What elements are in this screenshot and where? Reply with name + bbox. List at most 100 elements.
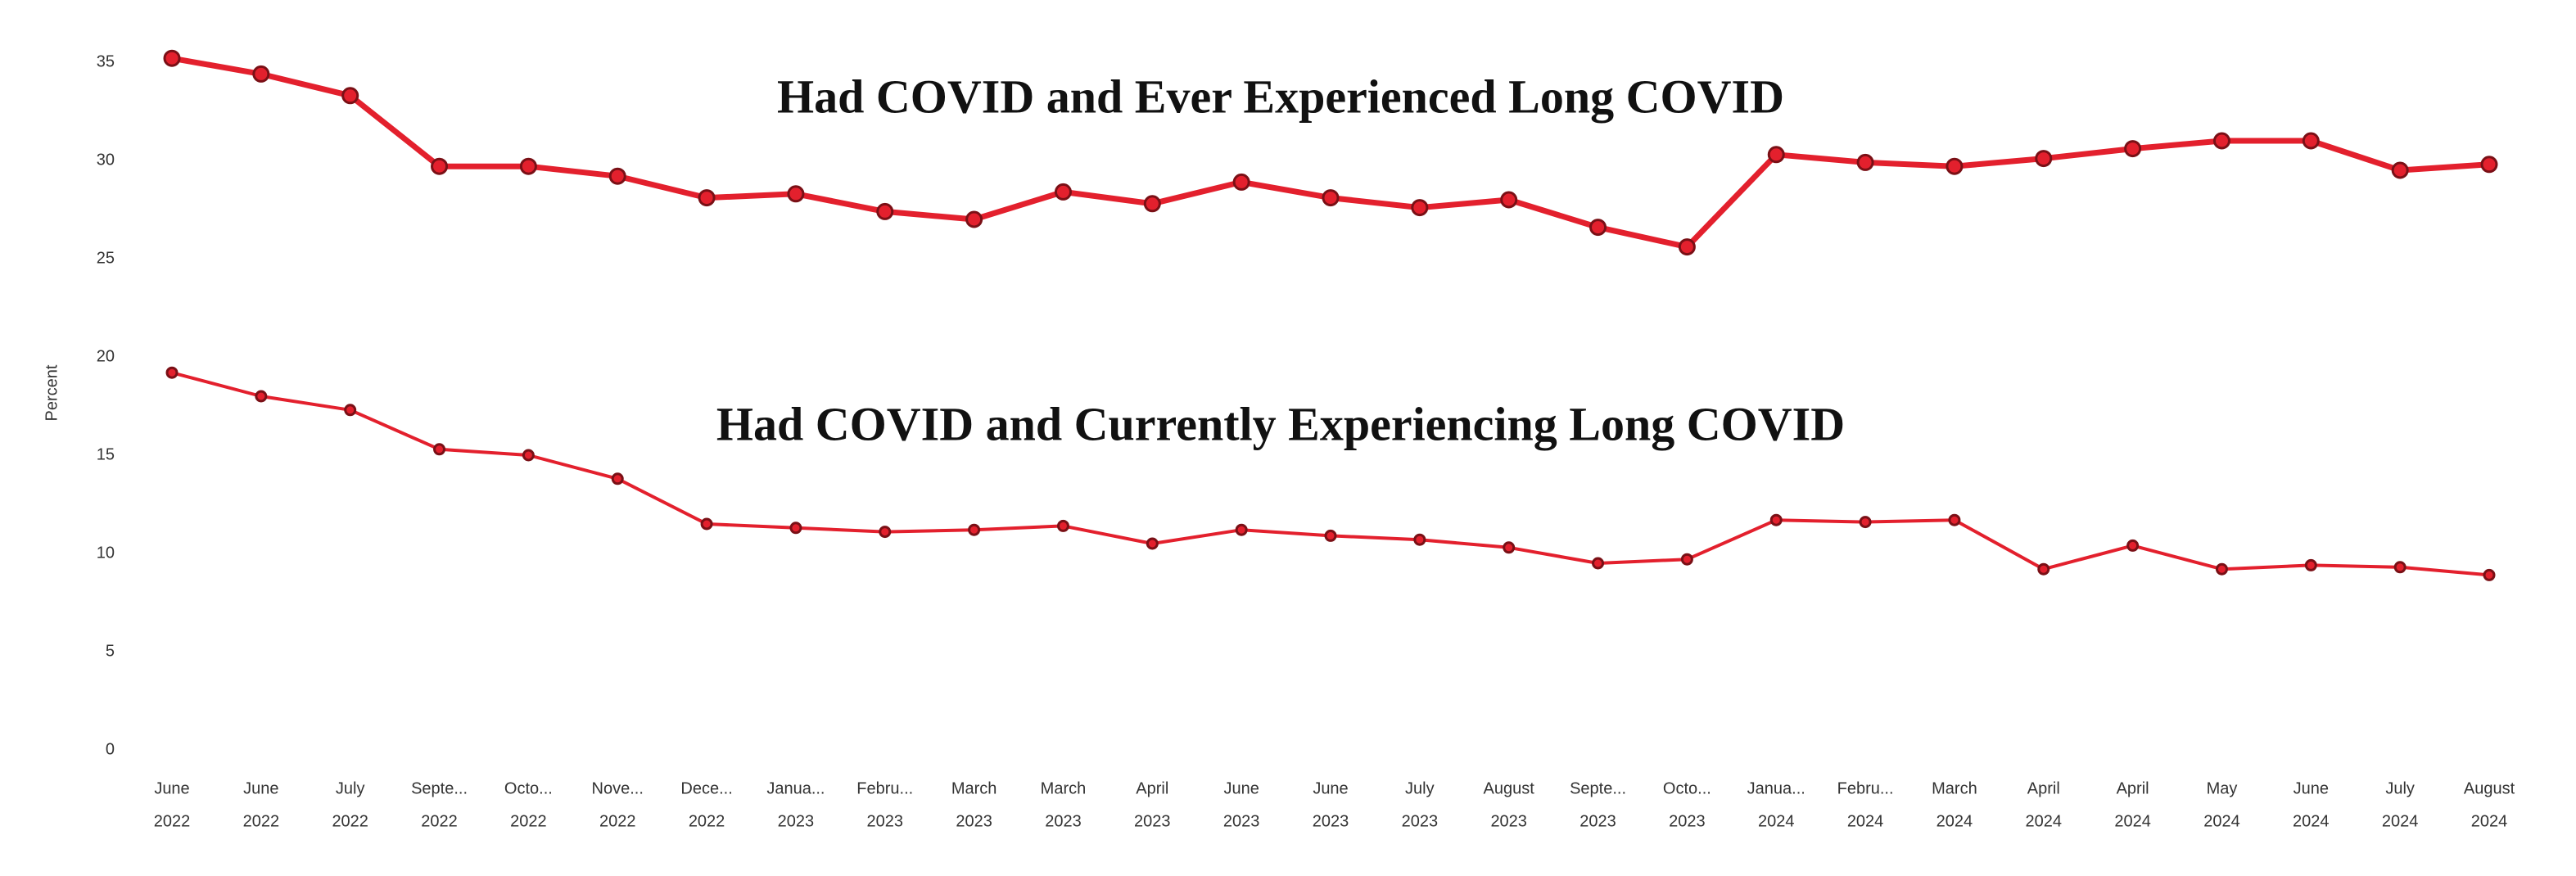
data-point — [2304, 558, 2317, 571]
x-tick-label: 2023 — [1045, 812, 1082, 830]
x-tick-label: Septe... — [411, 779, 468, 797]
data-point — [965, 210, 983, 228]
data-point — [2126, 539, 2140, 552]
x-tick-label: 2023 — [1313, 812, 1349, 830]
x-tick-label: 2024 — [2293, 812, 2330, 830]
series-label: Had COVID and Currently Experiencing Lon… — [716, 397, 1845, 450]
x-tick-label: 2023 — [778, 812, 815, 830]
y-tick-label: 15 — [97, 445, 115, 463]
data-point — [433, 443, 446, 456]
x-tick-label: 2022 — [421, 812, 458, 830]
x-tick-label: 2022 — [154, 812, 191, 830]
x-tick-label: July — [336, 779, 365, 797]
y-tick-label: 30 — [97, 151, 115, 169]
x-tick-label: 2023 — [1402, 812, 1439, 830]
x-tick-label: 2024 — [1937, 812, 1973, 830]
data-point — [1056, 519, 1069, 532]
data-point — [2212, 132, 2230, 150]
data-point — [1413, 533, 1426, 546]
data-point — [1948, 513, 1961, 526]
x-tick-label: 2022 — [510, 812, 547, 830]
x-tick-label: 2024 — [1758, 812, 1795, 830]
data-point — [344, 404, 357, 417]
x-tick-label: Janua... — [766, 779, 825, 797]
x-tick-label: 2023 — [1223, 812, 1260, 830]
data-point — [1232, 173, 1250, 191]
y-tick-label: 35 — [97, 52, 115, 70]
x-tick-label: 2024 — [2203, 812, 2240, 830]
x-tick-label: 2022 — [689, 812, 725, 830]
data-point — [787, 185, 805, 203]
data-point — [700, 517, 713, 531]
data-point — [1235, 523, 1248, 536]
x-tick-label: June — [243, 779, 278, 797]
data-point — [1589, 219, 1607, 237]
data-point — [519, 157, 537, 175]
x-tick-label: Febru... — [856, 779, 913, 797]
data-point — [1146, 537, 1159, 550]
data-point — [2035, 150, 2053, 168]
x-tick-label: August — [2464, 779, 2515, 797]
x-tick-label: August — [1484, 779, 1535, 797]
data-point — [1500, 191, 1518, 209]
data-point — [1592, 557, 1605, 570]
data-point — [1769, 513, 1783, 526]
data-point — [1767, 146, 1785, 164]
x-tick-label: 2024 — [2114, 812, 2151, 830]
data-point — [431, 157, 449, 175]
data-point — [1856, 153, 1874, 171]
x-tick-label: Febru... — [1837, 779, 1894, 797]
series-label: Had COVID and Ever Experienced Long COVI… — [777, 70, 1784, 123]
data-point — [1859, 516, 1872, 529]
data-point — [165, 366, 179, 379]
x-tick-label: April — [2027, 779, 2060, 797]
x-tick-label: 2023 — [1134, 812, 1171, 830]
data-point — [2302, 132, 2320, 150]
x-tick-label: 2022 — [332, 812, 368, 830]
x-tick-label: Nove... — [592, 779, 644, 797]
x-tick-label: Janua... — [1747, 779, 1805, 797]
x-tick-label: 2024 — [2471, 812, 2508, 830]
data-point — [341, 87, 359, 105]
data-point — [1946, 157, 1964, 175]
x-tick-label: June — [154, 779, 189, 797]
data-point — [1322, 189, 1340, 207]
y-axis-label: Percent — [43, 364, 61, 421]
y-tick-label: 10 — [97, 544, 115, 562]
data-point — [611, 472, 624, 485]
data-point — [2483, 568, 2496, 581]
x-tick-label: 2024 — [2026, 812, 2063, 830]
data-point — [789, 522, 802, 535]
data-point — [1503, 541, 1516, 554]
x-tick-label: 2023 — [1490, 812, 1527, 830]
data-point — [968, 523, 981, 536]
x-tick-label: July — [1405, 779, 1435, 797]
y-tick-label: 20 — [97, 347, 115, 365]
x-tick-label: May — [2207, 779, 2238, 797]
data-point — [2215, 562, 2228, 576]
data-point — [1680, 553, 1693, 566]
y-tick-label: 25 — [97, 249, 115, 267]
x-tick-label: June — [2294, 779, 2329, 797]
x-tick-label: 2023 — [1669, 812, 1706, 830]
data-point — [1324, 529, 1337, 542]
data-point — [698, 189, 716, 207]
data-point — [2393, 561, 2407, 574]
data-point — [1054, 183, 1072, 201]
x-tick-label: 2024 — [1847, 812, 1884, 830]
data-point — [1678, 238, 1696, 256]
x-tick-label: July — [2385, 779, 2415, 797]
data-point — [163, 49, 181, 67]
x-tick-label: 2023 — [1579, 812, 1616, 830]
x-tick-label: June — [1223, 779, 1259, 797]
x-tick-label: 2022 — [599, 812, 636, 830]
x-tick-label: 2023 — [956, 812, 992, 830]
data-point — [2391, 161, 2409, 179]
x-tick-label: Dece... — [680, 779, 732, 797]
data-point — [2480, 156, 2498, 174]
data-point — [1411, 199, 1429, 217]
x-tick-label: Octo... — [504, 779, 553, 797]
data-point — [522, 449, 535, 462]
data-point — [2037, 562, 2050, 576]
